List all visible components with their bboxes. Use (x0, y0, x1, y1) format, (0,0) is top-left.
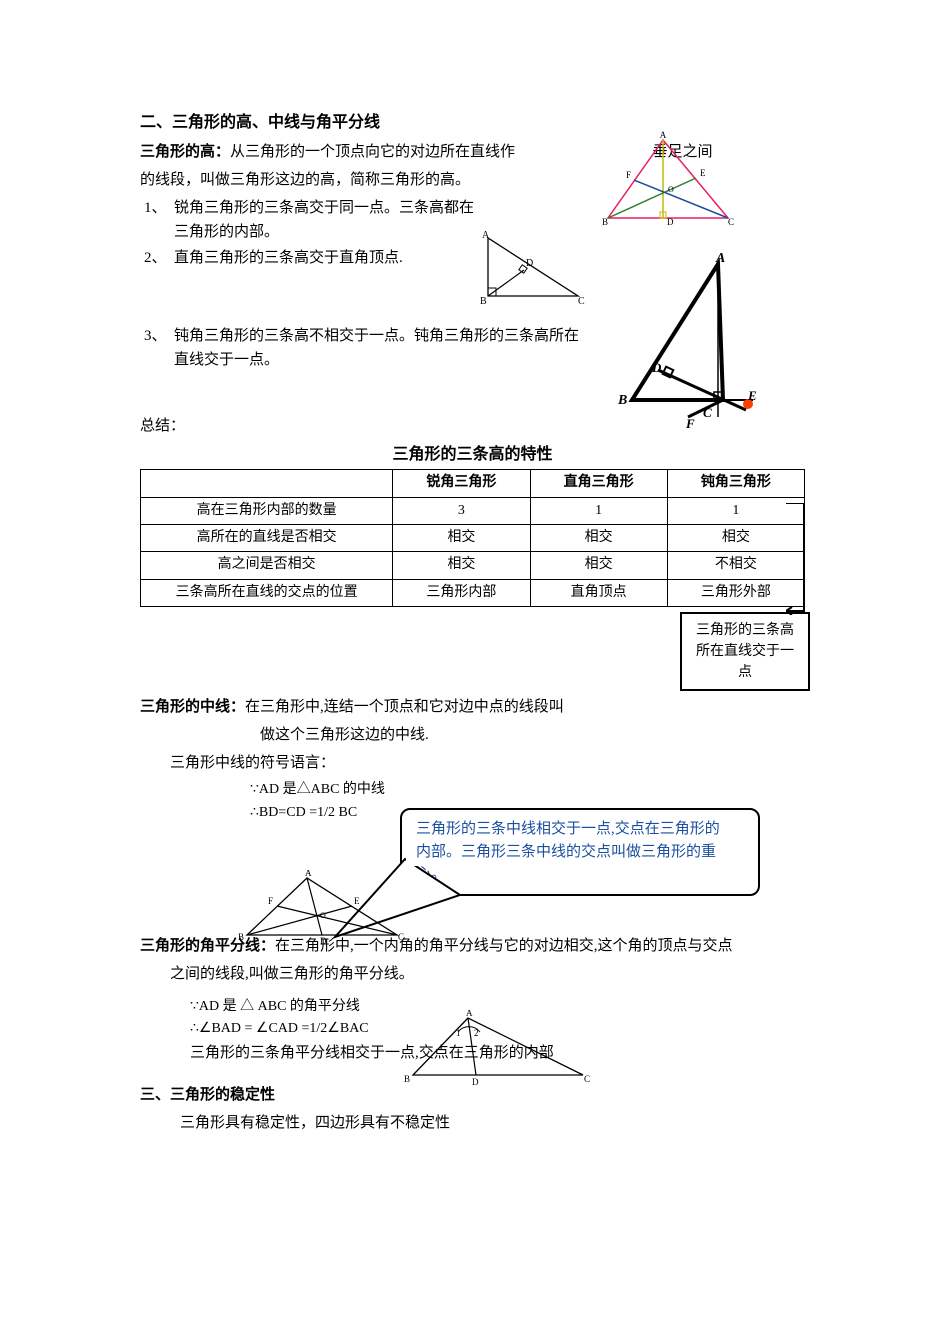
cell: 高在三角形内部的数量 (141, 497, 393, 524)
svg-text:C: C (398, 932, 404, 942)
svg-text:C: C (728, 217, 734, 227)
altitude-title: 三角形的高： (140, 144, 230, 160)
callout-line2: 所在直线交于一点 (694, 641, 796, 683)
median-def-1: 在三角形中,连结一个顶点和它对边中点的线段叫 (245, 699, 564, 715)
median-sym-1: ∵AD 是△ABC 的中线 (140, 779, 805, 801)
table-row: 三条高所在直线的交点的位置 三角形内部 直角顶点 三角形外部 (141, 579, 805, 606)
svg-text:D: D (526, 258, 533, 269)
svg-text:E: E (747, 388, 757, 403)
item2-num: 2、 (144, 246, 174, 270)
svg-text:D: D (320, 936, 327, 946)
median-def-2: 做这个三角形这边的中线. (140, 723, 805, 747)
cell: 不相交 (667, 552, 804, 579)
bisector-def-2: 之间的线段,叫做三角形的角平分线。 (140, 962, 805, 986)
svg-text:A: A (482, 230, 490, 241)
cell: 1 (667, 497, 804, 524)
svg-text:A: A (305, 870, 312, 878)
svg-text:C: C (578, 296, 585, 307)
svg-text:F: F (685, 416, 695, 431)
th-1: 锐角三角形 (393, 470, 530, 497)
svg-text:E: E (354, 896, 360, 906)
svg-text:O: O (668, 185, 674, 194)
svg-text:B: B (617, 393, 627, 408)
svg-text:O: O (320, 911, 326, 920)
altitude-characteristics-table: 锐角三角形 直角三角形 钝角三角形 高在三角形内部的数量 3 1 1 高所在的直… (140, 469, 805, 607)
cell: 直角顶点 (530, 579, 667, 606)
svg-text:B: B (480, 296, 487, 307)
svg-text:B: B (602, 217, 608, 227)
cell: 相交 (393, 552, 530, 579)
svg-text:D: D (651, 360, 662, 375)
item1-num: 1、 (144, 196, 174, 244)
th-0 (141, 470, 393, 497)
svg-text:B: B (238, 932, 244, 942)
item3-num: 3、 (144, 324, 174, 372)
cell: 相交 (393, 524, 530, 551)
median-symbol-label: 三角形中线的符号语言： (140, 751, 805, 775)
cell: 三角形外部 (667, 579, 804, 606)
cell: 相交 (530, 552, 667, 579)
cell: 高所在的直线是否相交 (141, 524, 393, 551)
table-title: 三角形的三条高的特性 (140, 442, 805, 468)
svg-text:B: B (404, 1074, 410, 1084)
svg-text:1: 1 (456, 1028, 461, 1038)
svg-text:C: C (703, 405, 712, 420)
svg-text:2: 2 (474, 1028, 479, 1038)
cell: 三条高所在直线的交点的位置 (141, 579, 393, 606)
bisector-triangle-figure: 1 2 A B C D (398, 1010, 598, 1088)
svg-text:C: C (584, 1074, 590, 1084)
cell: 三角形内部 (393, 579, 530, 606)
right-triangle-figure: A B C D (470, 228, 590, 308)
svg-text:A: A (466, 1010, 473, 1018)
obtuse-triangle-figure: A B C D E F (608, 252, 778, 432)
acute-triangle-figure: A B C D E F O (588, 130, 738, 235)
table-row: 高之间是否相交 相交 相交 不相交 (141, 552, 805, 579)
cell: 相交 (667, 524, 804, 551)
svg-text:D: D (667, 217, 674, 227)
median-definition: 三角形的中线：在三角形中,连结一个顶点和它对边中点的线段叫 (140, 695, 805, 719)
median-triangle-figure: A B C D E F O (232, 870, 412, 950)
table-row: 高所在的直线是否相交 相交 相交 相交 (141, 524, 805, 551)
cell: 3 (393, 497, 530, 524)
cell: 相交 (530, 524, 667, 551)
callout-connector (786, 503, 826, 615)
th-3: 钝角三角形 (667, 470, 804, 497)
callout-line1: 三角形的三条高 (694, 620, 796, 641)
cell: 1 (530, 497, 667, 524)
cell: 高之间是否相交 (141, 552, 393, 579)
svg-text:F: F (268, 896, 273, 906)
bubble-line1: 三角形的三条中线相交于一点,交点在三角形的 (416, 818, 744, 841)
stability-text: 三角形具有稳定性，四边形具有不稳定性 (140, 1111, 805, 1135)
svg-text:A: A (660, 130, 667, 140)
table-row: 高在三角形内部的数量 3 1 1 (141, 497, 805, 524)
svg-text:D: D (472, 1077, 479, 1087)
svg-text:A: A (715, 252, 725, 266)
th-2: 直角三角形 (530, 470, 667, 497)
altitude-callout: 三角形的三条高 所在直线交于一点 (680, 612, 810, 691)
table-header-row: 锐角三角形 直角三角形 钝角三角形 (141, 470, 805, 497)
altitude-def-line1: 从三角形的一个顶点向它的对边所在直线作 (230, 144, 515, 160)
svg-text:F: F (626, 170, 631, 180)
altitude-table: 三角形的三条高的特性 锐角三角形 直角三角形 钝角三角形 高在三角形内部的数量 … (140, 442, 805, 608)
bubble-line2: 内部。三角形三条中线的交点叫做三角形的重心。 (416, 841, 744, 886)
median-title: 三角形的中线： (140, 699, 245, 715)
svg-text:E: E (700, 168, 706, 178)
